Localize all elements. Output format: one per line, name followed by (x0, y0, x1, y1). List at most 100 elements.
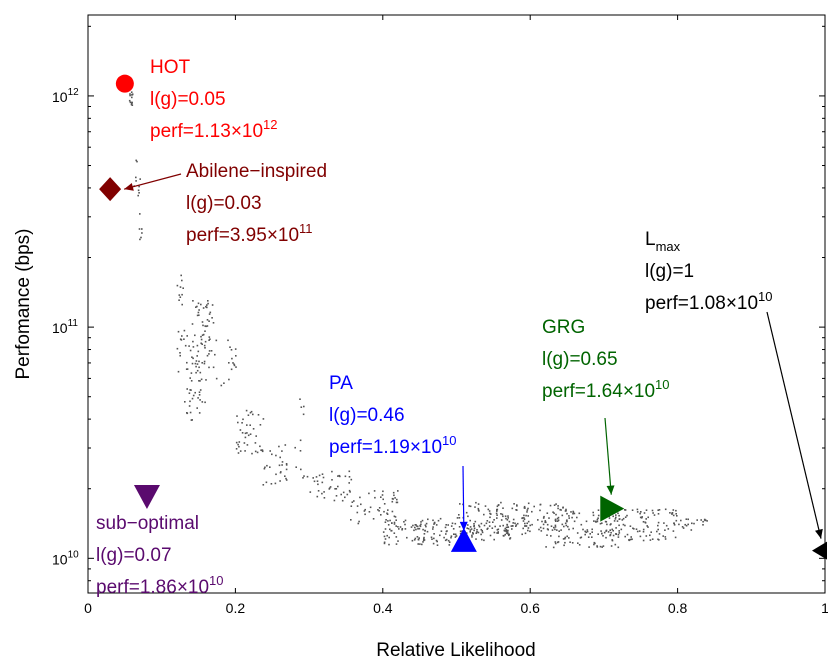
cloud-point (468, 505, 470, 507)
cloud-point (211, 317, 213, 319)
cloud-point (396, 501, 399, 504)
cloud-point (302, 477, 304, 479)
cloud-point (423, 533, 426, 535)
cloud-point (621, 519, 624, 521)
cloud-point (507, 529, 509, 532)
cloud-point (386, 512, 388, 515)
cloud-point (265, 481, 268, 484)
cloud-point (179, 352, 181, 354)
cloud-point (263, 467, 266, 470)
cloud-point (130, 91, 133, 93)
cloud-point (527, 527, 530, 529)
cloud-point (488, 510, 491, 512)
cloud-point (360, 503, 362, 506)
cloud-point (647, 526, 649, 528)
cloud-point (602, 545, 605, 547)
cloud-point (544, 521, 546, 523)
cloud-point (633, 528, 635, 530)
cloud-point (191, 419, 193, 421)
cloud-point (207, 300, 209, 302)
cloud-point (555, 520, 557, 522)
cloud-point (615, 516, 617, 519)
cloud-point (523, 518, 526, 520)
cloud-point (196, 355, 198, 357)
cloud-point (597, 517, 599, 519)
cloud-point (481, 531, 484, 534)
cloud-point (382, 490, 384, 493)
cloud-point (390, 530, 392, 532)
cloud-point (687, 518, 689, 521)
cloud-point (227, 339, 229, 342)
cloud-point (131, 101, 133, 104)
cloud-point (554, 541, 557, 543)
cloud-point (664, 529, 666, 531)
cloud-point (373, 490, 376, 492)
cloud-point (418, 537, 420, 539)
cloud-point (391, 510, 394, 513)
cloud-point (208, 366, 210, 369)
cloud-point (246, 444, 249, 446)
cloud-point (676, 515, 678, 517)
cloud-point (474, 520, 477, 523)
cloud-point (238, 445, 240, 448)
cloud-point (433, 537, 435, 540)
cloud-point (129, 93, 131, 95)
cloud-point (696, 519, 698, 521)
cloud-point (208, 350, 211, 352)
cloud-point (469, 529, 472, 531)
cloud-point (592, 514, 595, 517)
cloud-point (562, 538, 565, 540)
cloud-point (691, 522, 693, 525)
cloud-point (472, 533, 474, 535)
cloud-point (251, 452, 253, 455)
cloud-point (404, 528, 407, 530)
cloud-point (596, 520, 599, 523)
cloud-point (561, 523, 564, 526)
cloud-point (300, 468, 302, 471)
cloud-point (489, 534, 492, 537)
cloud-point (566, 520, 568, 523)
cloud-point (546, 512, 549, 514)
cloud-point (522, 520, 525, 522)
cloud-point (129, 94, 131, 97)
cloud-point (387, 524, 390, 526)
cloud-point (478, 510, 480, 512)
cloud-point (452, 528, 455, 530)
cloud-point (404, 523, 406, 526)
cloud-point (703, 518, 706, 521)
cloud-point (285, 479, 288, 481)
cloud-point (183, 338, 185, 340)
cloud-point (451, 522, 454, 525)
cloud-point (397, 540, 399, 542)
cloud-point (197, 350, 200, 353)
cloud-point (593, 543, 595, 546)
cloud-point (631, 509, 634, 511)
cloud-point (576, 532, 579, 534)
cloud-point (702, 520, 704, 523)
cloud-point (383, 542, 386, 545)
cloud-point (201, 321, 204, 323)
cloud-point (626, 533, 629, 536)
cloud-point (560, 529, 562, 531)
cloud-point (208, 353, 210, 355)
cloud-point (597, 533, 599, 535)
cloud-point (252, 413, 254, 416)
cloud-point (523, 505, 526, 508)
cloud-point (577, 542, 579, 544)
cloud-point (445, 524, 447, 526)
cloud-point (669, 512, 671, 514)
cloud-point (357, 522, 360, 525)
cloud-point (522, 527, 524, 530)
cloud-point (653, 514, 656, 516)
cloud-point (433, 533, 435, 535)
cloud-point (550, 525, 553, 527)
cloud-point (205, 305, 207, 308)
cloud-point (564, 537, 566, 540)
cloud-point (384, 538, 387, 540)
cloud-point (284, 475, 286, 477)
cloud-point (448, 541, 451, 543)
cloud-point (199, 389, 202, 391)
cloud-point (182, 287, 184, 289)
cloud-point (645, 518, 647, 520)
cloud-point (393, 521, 396, 524)
